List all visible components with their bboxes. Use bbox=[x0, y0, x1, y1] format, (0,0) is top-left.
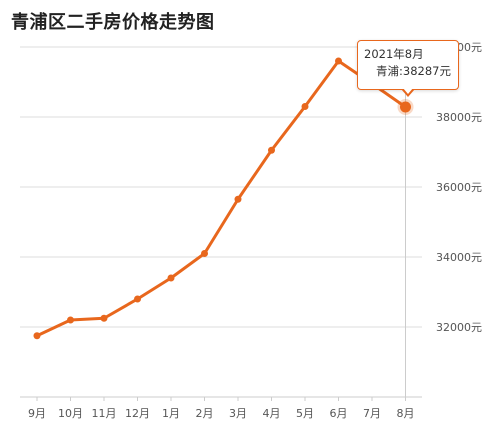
chart-title: 青浦区二手房价格走势图 bbox=[11, 12, 215, 32]
x-tick-label: 7月 bbox=[363, 407, 381, 420]
y-tick-label: 38000元 bbox=[436, 111, 482, 124]
x-tick-label: 6月 bbox=[330, 407, 348, 420]
tooltip-value: 青浦:38287元 bbox=[376, 64, 451, 78]
x-tick-label: 11月 bbox=[92, 407, 117, 420]
x-tick-label: 5月 bbox=[296, 407, 314, 420]
x-tick-label: 2月 bbox=[196, 407, 214, 420]
series-line-青浦 bbox=[35, 59, 407, 338]
data-point[interactable] bbox=[301, 103, 309, 110]
series-line bbox=[35, 59, 407, 338]
y-tick-label: 36000元 bbox=[436, 181, 482, 194]
x-tick-label: 4月 bbox=[263, 407, 281, 420]
x-tick-label: 8月 bbox=[397, 407, 415, 420]
x-tick-label: 12月 bbox=[125, 407, 150, 420]
tooltip-date: 2021年8月 bbox=[364, 47, 424, 61]
y-tick-label: 32000元 bbox=[436, 321, 482, 334]
series-points bbox=[33, 57, 414, 340]
data-point[interactable] bbox=[201, 250, 208, 257]
x-tick-label: 1月 bbox=[162, 407, 180, 420]
x-tick-label: 9月 bbox=[28, 407, 46, 420]
x-tick-label: 10月 bbox=[58, 407, 83, 420]
data-point[interactable] bbox=[268, 146, 275, 154]
data-point[interactable] bbox=[335, 57, 342, 65]
data-point[interactable] bbox=[234, 195, 242, 203]
data-point[interactable] bbox=[67, 316, 74, 324]
data-point[interactable] bbox=[167, 274, 175, 282]
axes bbox=[20, 44, 422, 401]
y-tick-label: 34000元 bbox=[436, 251, 482, 264]
data-point[interactable] bbox=[100, 314, 108, 322]
data-point-highlight[interactable] bbox=[400, 101, 411, 113]
tooltip-arrow-inner bbox=[403, 88, 413, 94]
x-tick-label: 3月 bbox=[229, 407, 247, 420]
x-axis-labels: 9月 10月 11月 12月 1月 2月 3月 4月 5月 6月 7月 8月 bbox=[28, 407, 415, 420]
data-point[interactable] bbox=[134, 295, 141, 303]
grid-lines bbox=[20, 46, 422, 328]
data-point[interactable] bbox=[33, 332, 41, 340]
tooltip: 2021年8月 青浦:38287元 bbox=[357, 40, 459, 90]
